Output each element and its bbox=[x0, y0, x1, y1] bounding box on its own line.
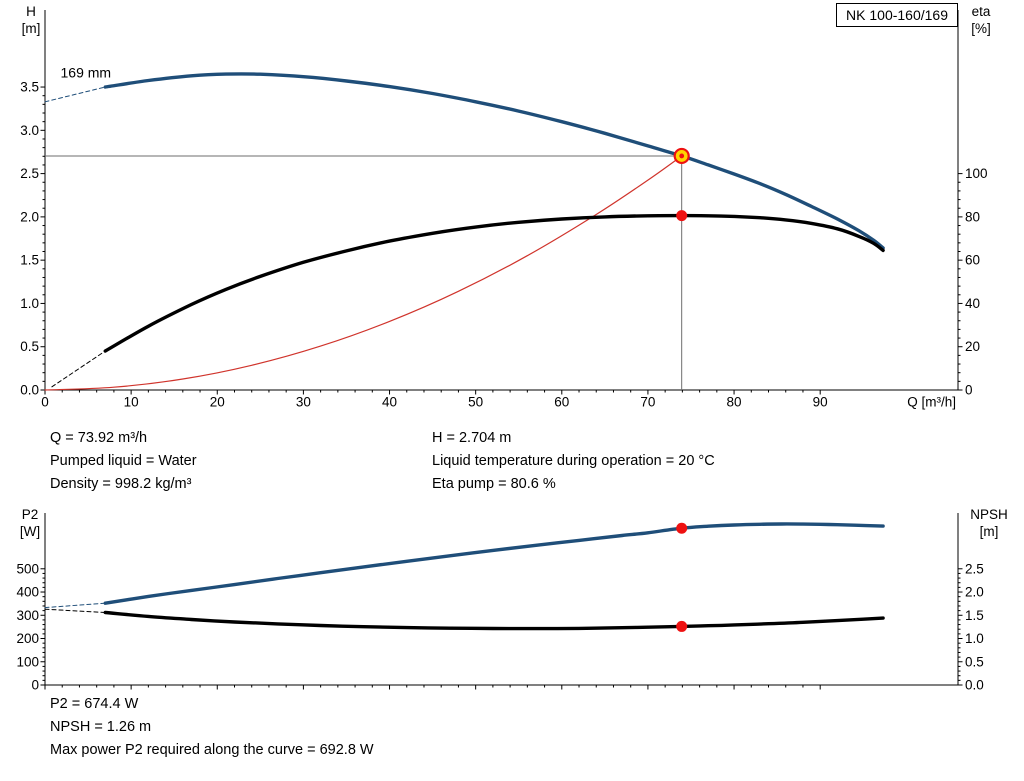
x-tick-label: 20 bbox=[210, 395, 225, 410]
y-right-axis-title: [%] bbox=[971, 21, 991, 36]
impeller-size-label: 169 mm bbox=[61, 65, 112, 81]
result-npsh: NPSH = 1.26 m bbox=[50, 719, 152, 735]
y-left-tick-label: 100 bbox=[16, 654, 39, 669]
y-left-tick-label: 1.0 bbox=[20, 296, 39, 311]
p2-point-marker bbox=[676, 522, 688, 534]
head-curve-lead-in bbox=[44, 86, 106, 103]
y-right-tick-label: 100 bbox=[965, 166, 988, 181]
system-curve bbox=[44, 155, 683, 391]
y-left-tick-label: 200 bbox=[16, 631, 39, 646]
y-left-tick-label: 1.5 bbox=[20, 253, 39, 268]
npsh-curve bbox=[103, 610, 885, 631]
y-left-axis-title: P2 bbox=[22, 507, 39, 522]
eta-curve-lead-in bbox=[51, 350, 106, 388]
y-left-tick-label: 0.5 bbox=[20, 339, 39, 354]
x-tick-label: 0 bbox=[41, 395, 49, 410]
x-tick-label: 60 bbox=[554, 395, 569, 410]
y-right-tick-label: 1.0 bbox=[965, 631, 984, 646]
p2-curve bbox=[103, 522, 885, 605]
npsh-curve-lead-in bbox=[44, 608, 106, 613]
x-tick-label: 90 bbox=[813, 395, 828, 410]
y-left-tick-label: 500 bbox=[16, 561, 39, 576]
result-eta-pump: Eta pump = 80.6 % bbox=[432, 476, 556, 492]
y-right-tick-label: 80 bbox=[965, 209, 980, 224]
head-curve bbox=[103, 72, 885, 250]
y-right-tick-label: 0 bbox=[965, 383, 973, 398]
x-tick-label: 40 bbox=[382, 395, 397, 410]
x-tick-label: 50 bbox=[468, 395, 483, 410]
results-top-left: Q = 73.92 m³/h Pumped liquid = Water Den… bbox=[50, 427, 197, 496]
y-right-tick-label: 60 bbox=[965, 253, 980, 268]
y-left-tick-label: 300 bbox=[16, 608, 39, 623]
y-right-axis-title: [m] bbox=[980, 524, 999, 539]
npsh-point-marker bbox=[676, 620, 688, 632]
y-left-tick-label: 3.5 bbox=[20, 80, 39, 95]
x-tick-label: 30 bbox=[296, 395, 311, 410]
x-tick-label: 70 bbox=[640, 395, 655, 410]
result-h: H = 2.704 m bbox=[432, 430, 512, 446]
y-right-tick-label: 2.5 bbox=[965, 561, 984, 576]
results-bottom: P2 = 674.4 W NPSH = 1.26 m Max power P2 … bbox=[50, 693, 374, 762]
y-left-axis-title: [W] bbox=[20, 524, 40, 539]
p2-curve-lead-in bbox=[44, 602, 106, 609]
result-max-power: Max power P2 required along the curve = … bbox=[50, 742, 374, 758]
x-tick-label: 10 bbox=[124, 395, 139, 410]
power_chart: 0 100 200 300 400 500 P2 [W] 0.0 0.5 1.0 1.5 2.0 2.5 N… bbox=[16, 507, 1007, 693]
result-p2: P2 = 674.4 W bbox=[50, 696, 139, 712]
y-right-tick-label: 0.5 bbox=[965, 654, 984, 669]
y-left-tick-label: 3.0 bbox=[20, 123, 39, 138]
pump-model-box: NK 100-160/169 bbox=[836, 3, 958, 27]
y-right-tick-label: 20 bbox=[965, 339, 980, 354]
y-right-tick-label: 0.0 bbox=[965, 678, 984, 693]
y-right-axis-title: NPSH bbox=[970, 507, 1008, 522]
y-left-tick-label: 2.0 bbox=[20, 209, 39, 224]
eta-point-marker bbox=[676, 210, 688, 222]
duty-point-center-dot bbox=[679, 153, 685, 159]
y-left-tick-label: 2.5 bbox=[20, 166, 39, 181]
y-right-tick-label: 1.5 bbox=[965, 608, 984, 623]
x-axis-title: Q [m³/h] bbox=[907, 395, 956, 410]
result-density: Density = 998.2 kg/m³ bbox=[50, 476, 192, 492]
result-pumped-liquid: Pumped liquid = Water bbox=[50, 453, 197, 469]
y-left-axis-title: H bbox=[26, 4, 36, 19]
results-top-right: H = 2.704 m Liquid temperature during op… bbox=[432, 427, 715, 496]
y-left-tick-label: 0 bbox=[31, 678, 39, 693]
y-right-tick-label: 40 bbox=[965, 296, 980, 311]
result-q: Q = 73.92 m³/h bbox=[50, 430, 148, 446]
result-liquid-temperature: Liquid temperature during operation = 20… bbox=[432, 453, 715, 469]
x-tick-label: 80 bbox=[727, 395, 742, 410]
y-left-tick-label: 400 bbox=[16, 585, 39, 600]
y-left-tick-label: 0.0 bbox=[20, 383, 39, 398]
y-right-tick-label: 2.0 bbox=[965, 585, 984, 600]
head_chart: 0 10 20 30 40 50 60 70 80 90 Q [m³/h] 0.0 0.5 1.0 1.5 2… bbox=[20, 4, 991, 410]
eta-curve bbox=[103, 213, 885, 353]
y-right-axis-title: eta bbox=[972, 4, 991, 19]
y-left-axis-title: [m] bbox=[22, 21, 41, 36]
